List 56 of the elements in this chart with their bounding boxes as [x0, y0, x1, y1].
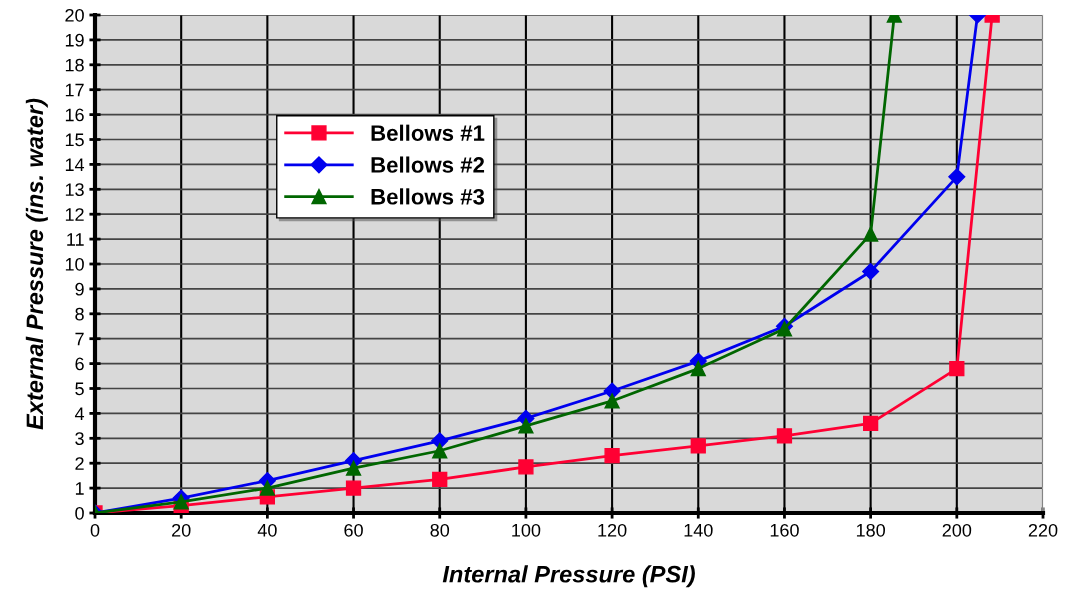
x-tick-label: 0	[90, 523, 100, 537]
point	[345, 460, 362, 476]
x-tick-label: 160	[770, 523, 799, 537]
point	[690, 438, 706, 454]
point	[345, 480, 362, 496]
point	[862, 262, 880, 281]
y-tick-label: 4	[74, 407, 85, 420]
y-tick-label: 10	[65, 257, 84, 271]
x-tick-label: 20	[172, 523, 191, 537]
y-tick-label: 11	[67, 233, 84, 246]
x-axis-title: Internal Pressure (PSI)	[442, 565, 695, 588]
point	[604, 448, 620, 464]
y-tick-label: 0	[75, 506, 84, 520]
x-tick-label: 220	[1028, 523, 1058, 537]
point	[432, 471, 448, 488]
point	[690, 360, 706, 377]
point	[518, 459, 534, 475]
y-tick-label: 20	[65, 8, 84, 22]
x-tick-label: 120	[598, 523, 627, 537]
y-tick-label: 12	[65, 208, 84, 221]
x-tick-label: 180	[856, 523, 885, 537]
point	[862, 415, 879, 431]
y-tick-label: 18	[65, 58, 84, 72]
y-tick-label: 13	[65, 183, 84, 197]
y-tick-label: 6	[75, 357, 84, 371]
y-tick-label: 14	[65, 158, 85, 171]
point	[432, 443, 448, 459]
point	[776, 428, 793, 444]
x-tick-label: 40	[257, 523, 277, 537]
y-tick-label: 15	[65, 133, 84, 147]
point	[862, 226, 879, 242]
y-axis-title: External Pressure (ins. water)	[25, 98, 48, 430]
legend-label: Bellows #3	[371, 188, 485, 205]
point	[259, 480, 276, 496]
point	[948, 168, 966, 186]
y-tick-label: 16	[65, 108, 84, 122]
x-tick-label: 60	[344, 523, 363, 537]
y-tick-label: 1	[75, 482, 84, 495]
y-tick-label: 8	[75, 307, 84, 321]
y-tick-label: 2	[75, 457, 84, 470]
x-tick-label: 80	[430, 523, 450, 537]
y-tick-label: 19	[65, 33, 84, 47]
x-tick-label: 200	[942, 523, 972, 537]
legend-label: Bellows #2	[371, 156, 485, 173]
point	[518, 418, 534, 434]
point	[776, 321, 793, 337]
legend-label: Bellows #1	[371, 124, 485, 141]
y-tick-label: 5	[75, 382, 84, 396]
y-tick-label: 7	[75, 332, 84, 346]
point	[604, 393, 620, 409]
point	[949, 360, 965, 377]
y-tick-label: 3	[75, 432, 84, 446]
y-tick-label: 17	[65, 83, 84, 97]
y-tick-label: 9	[75, 282, 84, 296]
x-tick-label: 140	[684, 523, 713, 537]
x-tick-label: 100	[512, 523, 541, 537]
